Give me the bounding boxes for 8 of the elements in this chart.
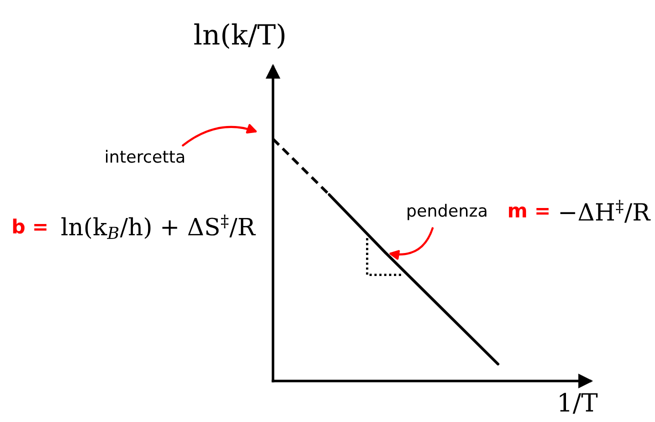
annotation: m = — [508, 206, 549, 218]
y-axis-title: ln(k/T) — [194, 23, 284, 49]
annotation: pendenza — [408, 204, 486, 220]
text: intercetta — [106, 150, 184, 163]
x-axis-title: 1/T — [560, 392, 598, 414]
text: b = — [13, 218, 46, 234]
text: −ΔH$^{‡}$/R — [560, 200, 651, 223]
annotation: ln(k$_{B}$/h) + ΔS$^{‡}$/R — [61, 214, 256, 239]
